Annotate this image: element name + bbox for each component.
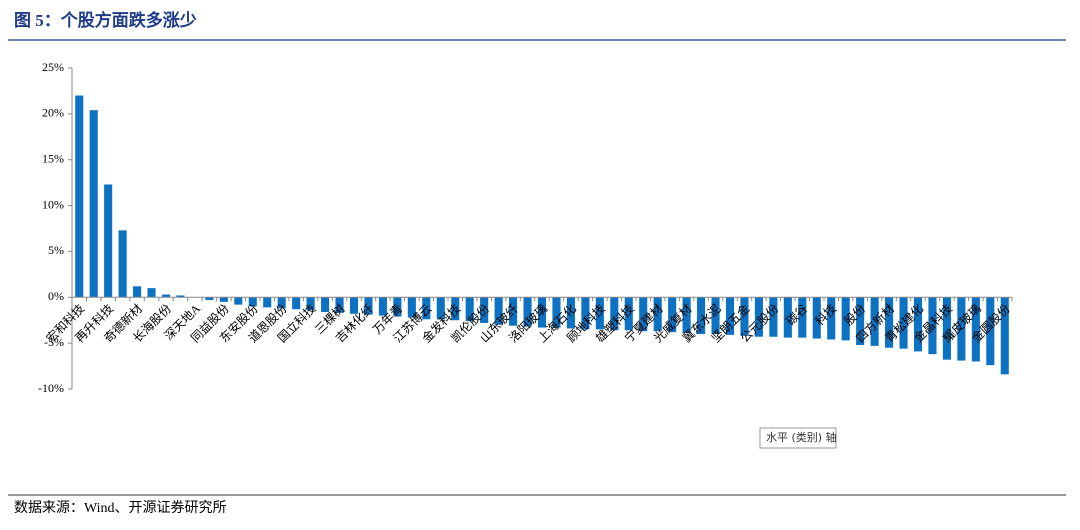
bar bbox=[407, 297, 416, 318]
bar bbox=[552, 297, 561, 328]
bar bbox=[89, 110, 98, 298]
bar bbox=[769, 297, 778, 337]
bar bbox=[1000, 297, 1009, 375]
bar bbox=[754, 297, 763, 337]
y-tick-label: 10% bbox=[42, 197, 64, 211]
bar bbox=[364, 297, 373, 315]
bar bbox=[306, 297, 315, 311]
bar bbox=[986, 297, 995, 366]
bar bbox=[118, 230, 127, 298]
bar bbox=[393, 297, 402, 317]
bar bbox=[624, 297, 633, 331]
y-tick-label: 20% bbox=[42, 106, 64, 120]
bar bbox=[856, 297, 865, 345]
bar bbox=[971, 297, 980, 362]
bar bbox=[639, 297, 648, 332]
bar bbox=[899, 297, 908, 349]
bar bbox=[682, 297, 691, 334]
source: 数据来源：Wind、开源证券研究所 bbox=[14, 500, 227, 516]
bar bbox=[133, 286, 142, 298]
bar bbox=[451, 297, 460, 321]
y-tick-label: 25% bbox=[42, 60, 64, 74]
bar bbox=[321, 297, 330, 312]
bar bbox=[147, 288, 156, 298]
bar bbox=[798, 297, 807, 338]
tooltip: 水平 (类别) 轴 bbox=[766, 430, 837, 444]
bar bbox=[277, 297, 286, 309]
bar bbox=[205, 297, 214, 301]
bar bbox=[234, 297, 243, 305]
bar bbox=[104, 184, 113, 298]
bar bbox=[537, 297, 547, 328]
bar bbox=[566, 297, 575, 329]
bar bbox=[827, 297, 836, 340]
bar bbox=[378, 297, 387, 316]
bar bbox=[248, 297, 257, 307]
bar bbox=[668, 297, 677, 333]
y-tick-label: 0% bbox=[48, 289, 64, 303]
y-tick-label: -5% bbox=[44, 335, 64, 349]
bar bbox=[870, 297, 879, 346]
bar bbox=[697, 297, 706, 334]
bar bbox=[812, 297, 821, 339]
bar bbox=[885, 297, 894, 348]
bar bbox=[957, 297, 966, 361]
bar bbox=[292, 297, 301, 310]
bar bbox=[436, 297, 445, 320]
bar bbox=[349, 297, 359, 314]
bar bbox=[480, 297, 489, 323]
bar bbox=[263, 297, 272, 308]
chart-title: 图 5：个股方面跌多涨少 bbox=[14, 10, 197, 30]
bar bbox=[161, 294, 171, 298]
bar bbox=[219, 297, 228, 302]
bar bbox=[740, 297, 749, 336]
tooltip-box bbox=[759, 427, 837, 449]
bar bbox=[581, 297, 590, 330]
bar bbox=[711, 297, 720, 334]
bar bbox=[494, 297, 503, 325]
bar bbox=[783, 297, 792, 338]
bar bbox=[465, 297, 474, 322]
bar bbox=[595, 297, 604, 330]
bar bbox=[335, 297, 344, 313]
y-tick-label: -10% bbox=[38, 381, 64, 395]
bar bbox=[725, 297, 735, 335]
bar bbox=[942, 297, 951, 360]
bar bbox=[523, 297, 532, 327]
bar bbox=[928, 297, 937, 355]
y-tick-label: 15% bbox=[42, 151, 64, 165]
bar bbox=[75, 95, 84, 298]
bar bbox=[913, 297, 923, 352]
bar bbox=[509, 297, 518, 326]
bar bbox=[653, 297, 662, 332]
y-tick-label: 5% bbox=[48, 243, 64, 257]
bar bbox=[176, 295, 185, 298]
bar bbox=[610, 297, 619, 331]
bar bbox=[841, 297, 850, 341]
bar bbox=[422, 297, 431, 320]
